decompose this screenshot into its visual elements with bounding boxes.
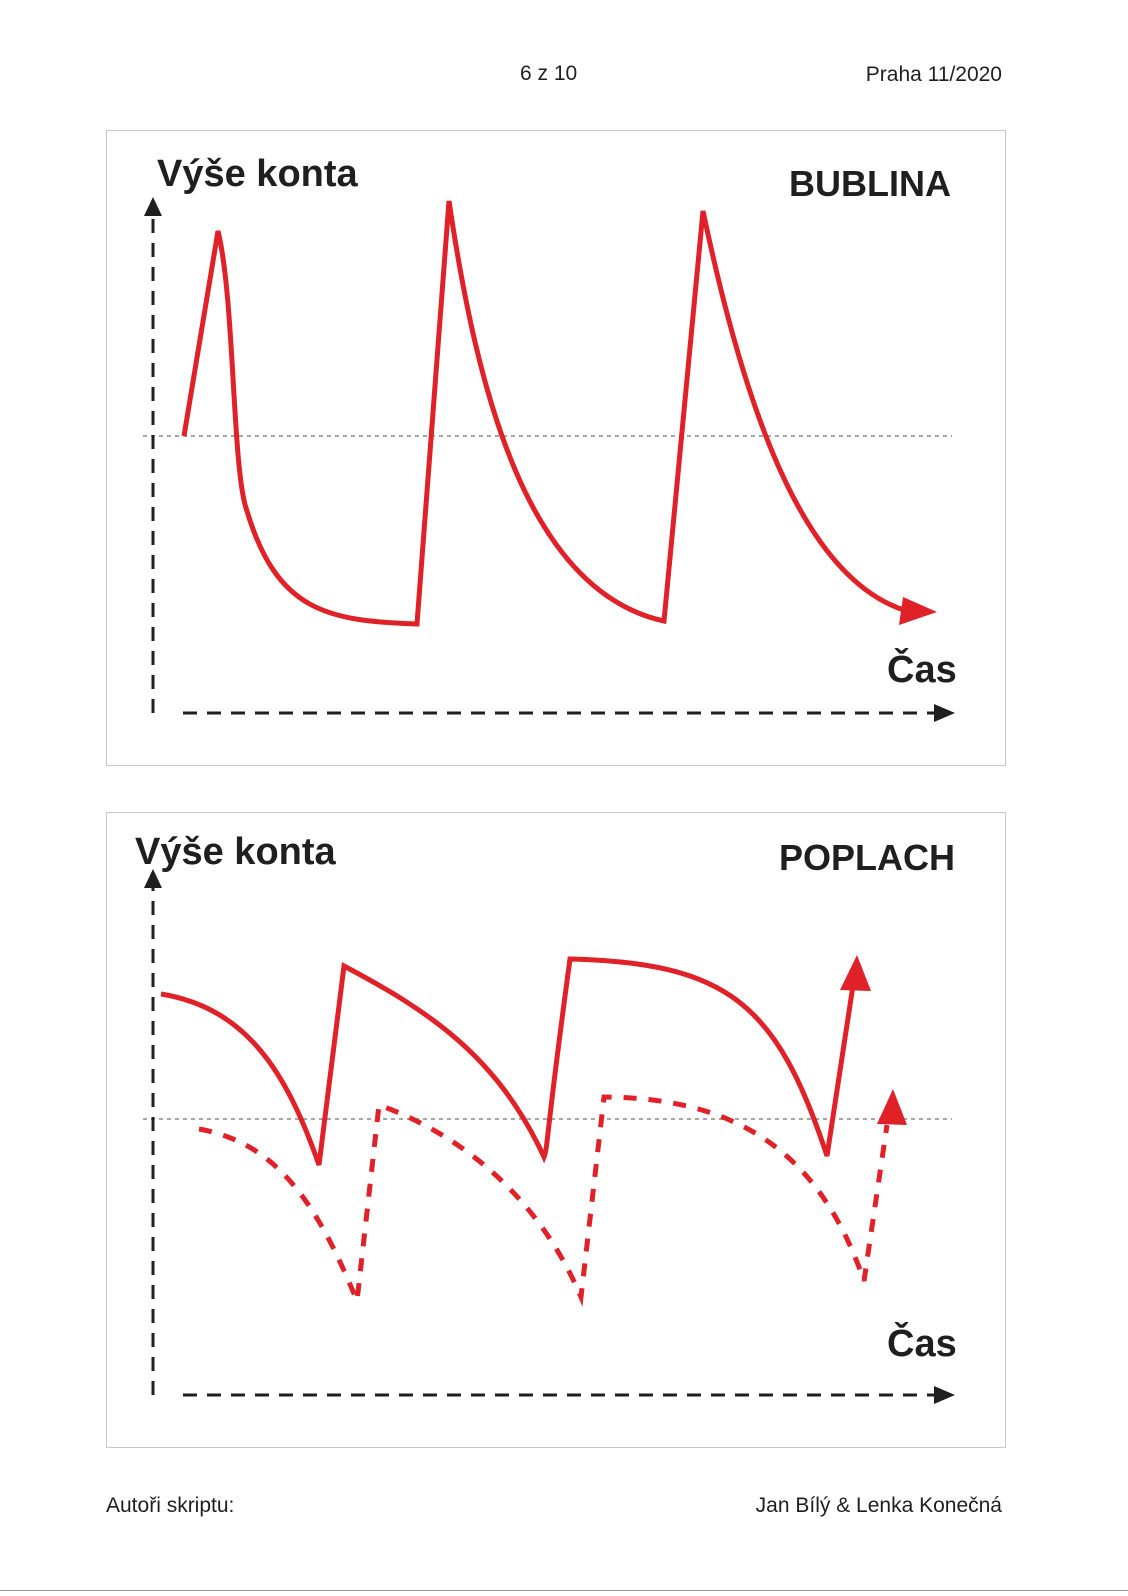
bublina-diagram-graphic — [143, 197, 955, 722]
balance-curve-dashed-arrowhead — [877, 1089, 907, 1125]
balance-curve-solid-arrowhead — [840, 955, 871, 991]
y-axis-arrowhead — [144, 869, 162, 888]
balance-curve-solid — [160, 956, 857, 1166]
balance-curve — [181, 200, 908, 627]
poplach-diagram-graphic — [143, 869, 955, 1404]
y-axis-title: Výše konta — [135, 831, 336, 873]
page-number: 6 z 10 — [520, 62, 578, 85]
panel-label-poplach: POPLACH — [779, 837, 956, 878]
panel-label-bublina: BUBLINA — [789, 163, 951, 204]
bublina-diagram: Výše konta BUBLINA Čas — [106, 130, 1006, 766]
authors-label: Autoři skriptu: — [106, 1494, 235, 1517]
x-axis-arrowhead — [934, 704, 955, 722]
balance-curve-arrowhead — [899, 597, 937, 625]
bottom-divider — [0, 1590, 1128, 1591]
y-axis-arrowhead — [144, 197, 162, 216]
balance-curve-dashed — [198, 1094, 890, 1307]
x-axis-title: Čas — [887, 649, 957, 691]
x-axis-title: Čas — [887, 1323, 957, 1365]
place-date: Praha 11/2020 — [865, 63, 1002, 86]
authors-names: Jan Bílý & Lenka Konečná — [755, 1494, 1002, 1517]
poplach-diagram: Výše konta POPLACH Čas — [106, 812, 1006, 1448]
y-axis-title: Výše konta — [157, 153, 358, 195]
x-axis-arrowhead — [934, 1386, 955, 1404]
